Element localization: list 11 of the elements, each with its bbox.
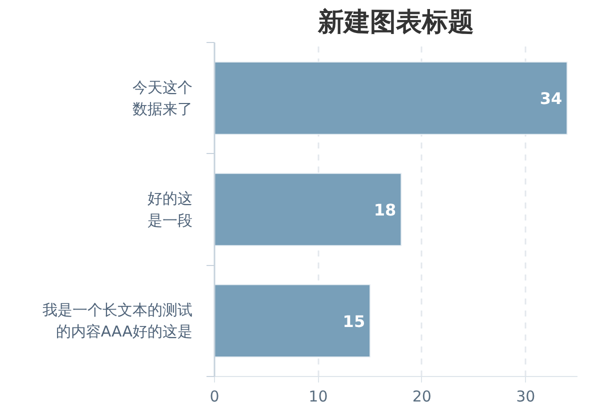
data-label: 15 (342, 312, 366, 331)
y-tick-label: 好的这是一段 (148, 190, 192, 230)
x-tick-label: 10 (308, 388, 328, 406)
data-label: 18 (374, 200, 396, 220)
chart-title: 新建图表标题 (317, 8, 474, 38)
data-label: 34 (540, 89, 562, 108)
y-tick-label: 我是一个长文本的测试的内容AAA好的这是 (42, 301, 193, 341)
x-tick-label: 0 (210, 388, 220, 406)
x-tick-label: 30 (516, 388, 536, 406)
x-tick-label: 20 (412, 388, 432, 406)
y-tick-label: 今天这个数据来了 (132, 78, 192, 118)
